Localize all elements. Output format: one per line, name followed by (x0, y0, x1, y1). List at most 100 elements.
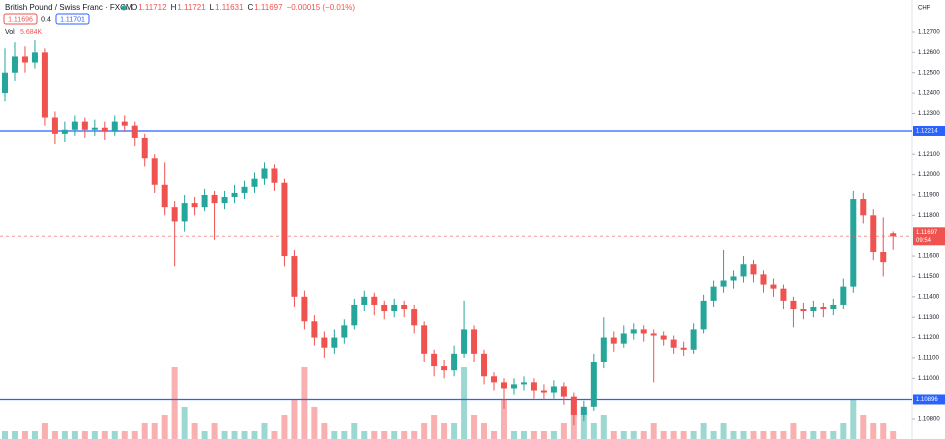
candle-body (181, 203, 188, 222)
volume-bar (860, 415, 867, 439)
volume-bar (730, 431, 737, 439)
volume-bar (21, 431, 28, 439)
volume-bar (830, 431, 837, 439)
y-tick-label: 1.12400 (918, 91, 940, 97)
volume-bar (61, 431, 68, 439)
candle-body (131, 125, 138, 138)
volume-bar (600, 415, 607, 439)
ohlc-label: C (247, 3, 253, 12)
volume-bar (890, 431, 897, 439)
candle-body (151, 158, 158, 185)
currency: CHF (918, 6, 931, 12)
volume-bar (361, 431, 368, 439)
countdown: 09:54 (916, 238, 932, 244)
volume-bar (760, 431, 767, 439)
candle-body (860, 199, 867, 216)
candle-body (101, 127, 108, 132)
candle-body (311, 321, 318, 338)
candle-body (760, 274, 767, 285)
candle-body (670, 339, 677, 348)
candle-body (800, 309, 807, 312)
candle-body (191, 203, 198, 208)
volume-bar (71, 431, 78, 439)
candle-body (91, 127, 98, 130)
candle-body (630, 329, 637, 334)
candle-body (560, 386, 567, 397)
ohlc-value: 1.11712 (138, 3, 167, 12)
y-tick-label: 1.10800 (918, 417, 940, 423)
volume-bar (261, 423, 268, 439)
volume-bar (131, 431, 138, 439)
candle-body (461, 329, 468, 354)
candle-body (680, 347, 687, 350)
y-tick-label: 1.11400 (918, 294, 940, 300)
volume-bar (820, 431, 827, 439)
volume-bar (51, 431, 58, 439)
ask-box (55, 13, 90, 25)
volume-bar (660, 431, 667, 439)
volume-bar (501, 399, 507, 439)
last-price-bg (913, 227, 945, 246)
candle-body (71, 121, 78, 130)
volume-bar (371, 431, 378, 439)
y-tick-label: 1.11200 (918, 335, 940, 341)
candle-body (640, 329, 647, 334)
volume-bar (311, 407, 318, 439)
candle-body (161, 184, 168, 208)
volume-bar (411, 431, 418, 439)
candle-body (570, 396, 577, 415)
volume-bar (481, 423, 488, 439)
volume-bar (201, 431, 208, 439)
candle-body (121, 121, 128, 126)
volume-bar (530, 431, 537, 439)
y-tick-label: 1.11500 (918, 274, 940, 280)
volume-bar (630, 431, 637, 439)
volume-label: Vol (5, 29, 15, 36)
volume-bar (211, 423, 218, 439)
candle-body (321, 337, 328, 348)
candle-body (231, 192, 238, 197)
candle-body (780, 288, 787, 301)
plot (0, 40, 912, 439)
volume-bar (461, 367, 468, 439)
status-dot (121, 5, 127, 11)
candle-body (171, 207, 178, 222)
candle-body (770, 284, 777, 289)
candle-body (391, 304, 398, 312)
candle-body (351, 304, 358, 326)
header: British Pound / Swiss Franc · FXCM 1.116… (3, 3, 931, 36)
y-tick-label: 1.11100 (918, 356, 939, 362)
volume-bar (770, 431, 777, 439)
volume-bar (171, 367, 178, 439)
volume-bar (590, 423, 597, 439)
volume-bar (580, 415, 587, 439)
candle-body (221, 196, 228, 204)
candle-body (251, 178, 258, 187)
volume-bar (231, 431, 238, 439)
hline-label-bg (913, 394, 945, 405)
y-tick-label: 1.11000 (918, 376, 940, 382)
hline-label: 1.10896 (916, 397, 938, 403)
ohlc-label: H (171, 3, 177, 12)
candle-body (381, 304, 388, 312)
candle-body (2, 72, 8, 94)
candle-body (481, 353, 488, 377)
candle-body (850, 199, 857, 287)
candle-body (830, 304, 837, 310)
volume-bar (510, 431, 517, 439)
candle-body (750, 264, 757, 275)
hline-label: 1.12214 (916, 129, 938, 135)
candle-body (201, 194, 208, 208)
volume-bar (391, 431, 398, 439)
volume-bar (620, 431, 627, 439)
volume-bar (271, 431, 278, 439)
candle-body (11, 56, 18, 73)
candle-body (550, 386, 557, 393)
candle-body (740, 264, 747, 277)
volume-bar (650, 423, 657, 439)
volume-bar (700, 423, 707, 439)
candle-body (880, 251, 887, 263)
volume-bar (291, 399, 298, 439)
volume-bar (720, 423, 727, 439)
